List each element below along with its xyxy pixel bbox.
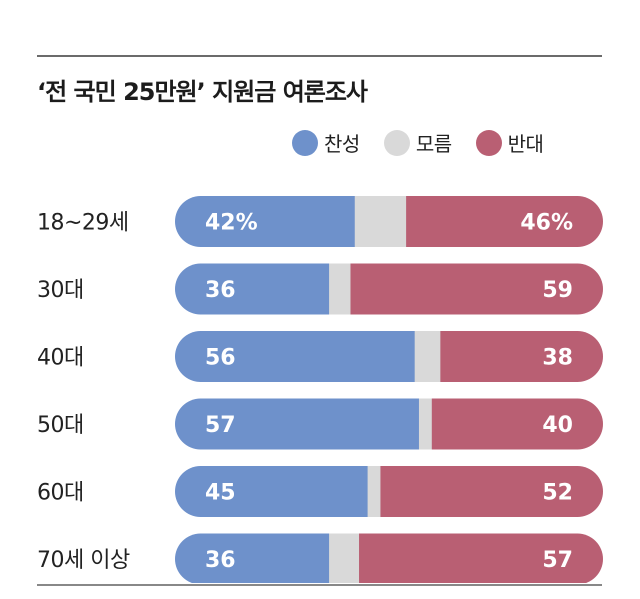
legend-label-oppose: 반대 — [507, 132, 544, 156]
bar-segment-approve — [175, 398, 420, 450]
value-label-oppose: 40 — [542, 413, 573, 438]
value-label-approve: 45 — [205, 481, 236, 506]
legend: 찬성 모름 반대 — [292, 128, 544, 157]
bar-segment-approve — [175, 533, 330, 583]
bar-segment-oppose — [440, 331, 603, 382]
top-rule — [37, 55, 602, 57]
legend-item-approve: 찬성 — [292, 128, 360, 157]
bar-segment-oppose — [350, 263, 603, 315]
value-label-approve: 36 — [205, 278, 236, 303]
bar-row — [175, 398, 603, 450]
bar-row — [175, 263, 603, 315]
legend-swatch-approve — [292, 129, 318, 156]
legend-swatch-oppose — [475, 129, 502, 156]
bar-segment-approve — [175, 196, 356, 247]
category-label: 70세 이상 — [37, 548, 130, 573]
value-label-oppose: 52 — [542, 481, 573, 506]
bar-segment-oppose — [431, 398, 603, 450]
legend-item-oppose: 반대 — [475, 128, 544, 157]
bar-segment-approve — [175, 263, 330, 315]
chart-title: ‘전 국민 25만원’ 지원금 여론조사 — [37, 78, 368, 106]
bar-segment-oppose — [380, 466, 603, 517]
bar-segment-oppose — [359, 533, 603, 583]
bar-segment-unknown — [329, 263, 351, 315]
bar-segment-approve — [175, 466, 369, 517]
value-label-oppose: 59 — [542, 278, 573, 303]
category-label: 30대 — [37, 278, 84, 303]
category-label: 40대 — [37, 346, 84, 371]
bar-row — [175, 533, 603, 583]
bar-row — [175, 331, 603, 382]
bar-segment-unknown — [354, 196, 407, 247]
category-label: 60대 — [37, 481, 84, 506]
value-label-oppose: 46% — [520, 211, 573, 236]
legend-label-unknown: 모름 — [415, 132, 452, 156]
value-label-oppose: 57 — [542, 548, 573, 573]
bar-segment-unknown — [367, 466, 381, 517]
value-label-approve: 36 — [205, 548, 236, 573]
value-label-approve: 56 — [205, 346, 236, 371]
value-label-oppose: 38 — [542, 346, 573, 371]
bottom-rule — [37, 584, 602, 586]
value-label-approve: 42% — [205, 211, 258, 236]
bar-segment-unknown — [414, 331, 441, 382]
bar-segment-oppose — [406, 196, 603, 247]
category-label: 50대 — [37, 413, 84, 438]
bar-segment-approve — [175, 331, 416, 382]
legend-label-approve: 찬성 — [324, 132, 360, 156]
bar-segment-unknown — [418, 398, 433, 450]
category-label: 18~29세 — [37, 211, 129, 236]
legend-swatch-unknown — [383, 129, 410, 156]
bar-row — [175, 466, 603, 517]
bar-segment-unknown — [329, 533, 360, 583]
legend-item-unknown: 모름 — [383, 128, 452, 157]
bar-row — [175, 196, 603, 247]
value-label-approve: 57 — [205, 413, 236, 438]
